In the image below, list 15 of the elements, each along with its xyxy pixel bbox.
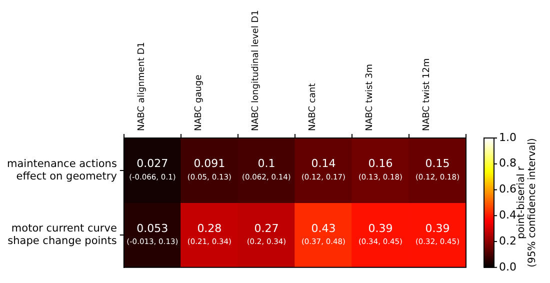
x-tick-label: NABC cant — [308, 82, 318, 131]
color-bar-label: 0.6 — [499, 182, 516, 196]
color-bar-label: 0.2 — [499, 234, 516, 248]
x-tick-label: NABC gauge — [194, 74, 204, 131]
x-tick-label: NABC twist 12m — [422, 58, 432, 131]
x-tick-label: NABC alignment D1 — [136, 42, 147, 131]
color-bar-label: 0.0 — [499, 260, 516, 274]
y-tick-label: maintenance actions effect on geometry — [6, 158, 117, 182]
color-bar-label: 0.4 — [499, 208, 516, 222]
x-tick-label: NABC twist 3m — [365, 64, 376, 131]
color-bar-title: point-biserial r (95% confidence interval) — [516, 138, 538, 268]
y-tick-label: motor current curve shape change points — [8, 222, 117, 248]
x-tick-label: NABC longitudinal level D1 — [250, 10, 261, 131]
color-bar-label: 1.0 — [499, 130, 516, 144]
color-bar-label: 0.8 — [499, 156, 516, 170]
